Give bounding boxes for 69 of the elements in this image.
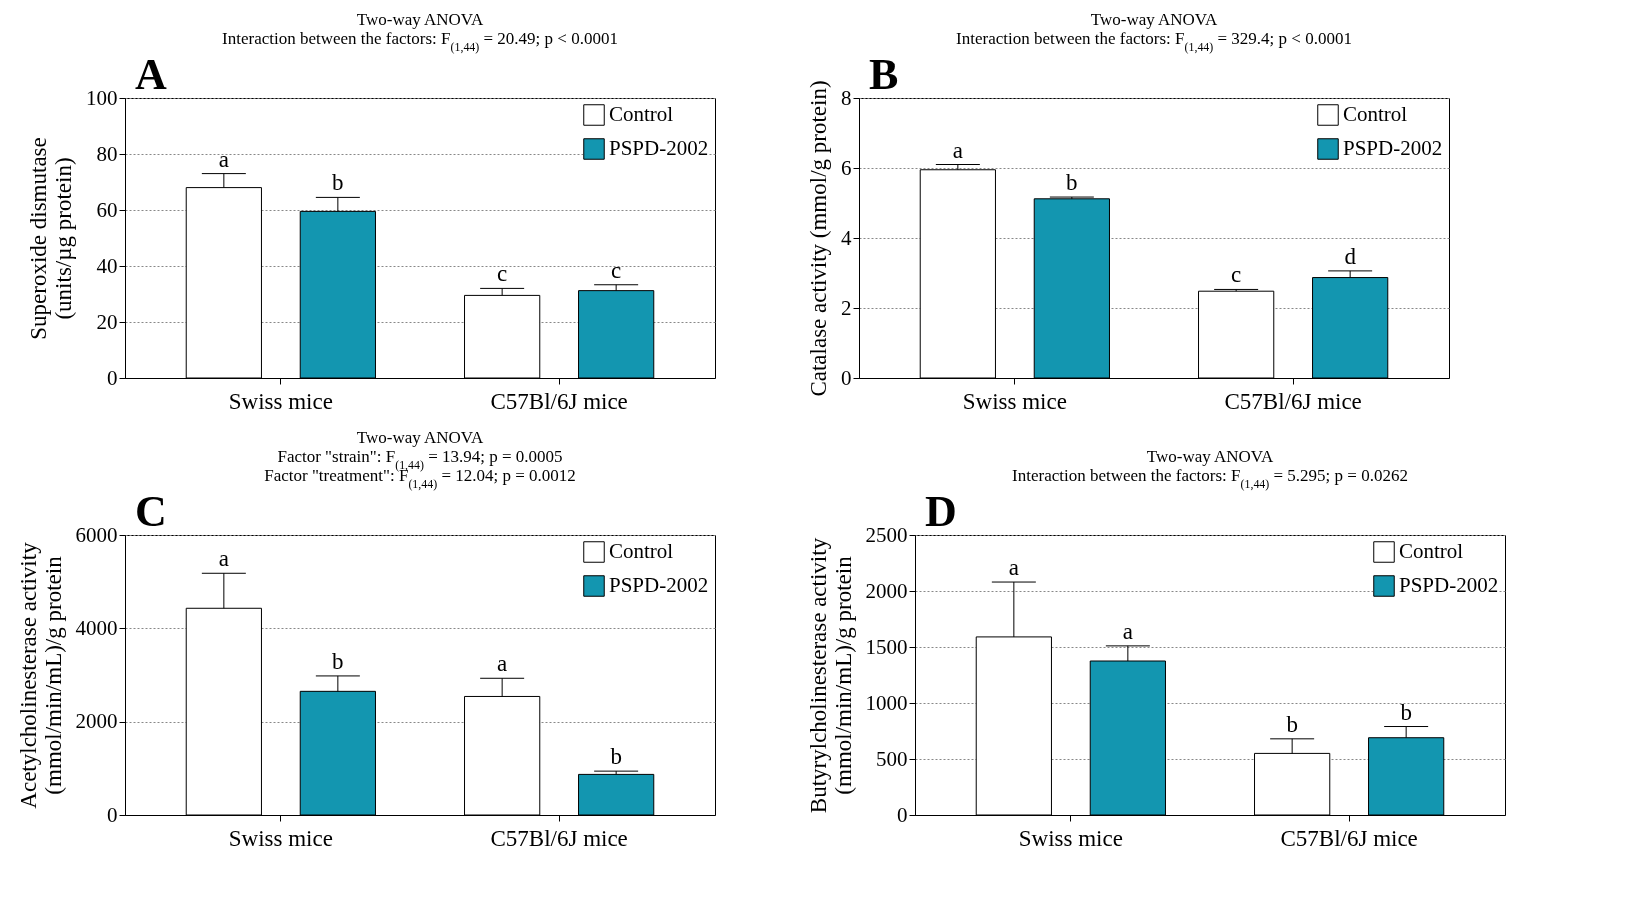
y-tick-label: 40: [96, 253, 118, 278]
legend-label: PSPD-2002: [609, 573, 709, 597]
y-axis-title: Catalase activity (mmol/g protein): [806, 80, 831, 397]
data-label: a: [218, 546, 229, 572]
y-tick-label: 2500: [865, 522, 908, 547]
x-tick-label: C57Bl/6J mice: [1224, 388, 1362, 414]
data-label: b: [1400, 699, 1412, 725]
chart-subtitle: Interaction between the factors: F$_{(1,44)}$ = 20.49; p < 0.0001: [222, 29, 618, 54]
data-label: a: [1122, 618, 1133, 644]
data-label: a: [1008, 555, 1019, 581]
y-tick-label: 60: [96, 197, 118, 222]
legend-label: Control: [609, 539, 674, 563]
y-tick-label: 4000: [75, 615, 118, 640]
data-label: c: [611, 257, 622, 283]
x-tick-label: C57Bl/6J mice: [1280, 825, 1418, 851]
annotation: B: [869, 50, 899, 99]
legend-label: Control: [609, 102, 674, 126]
chart-subtitle: Interaction between the factors: F$_{(1,44)}$ = 329.4; p < 0.0001: [956, 29, 1352, 54]
y-tick-label: 1000: [865, 690, 908, 715]
y-tick-label: 1500: [865, 634, 908, 659]
data-label: c: [1231, 262, 1242, 288]
legend-label: PSPD-2002: [1399, 573, 1499, 597]
y-tick-label: 2000: [865, 578, 908, 603]
y-tick-label: 4: [841, 225, 852, 250]
y-tick-label: 0: [107, 802, 118, 827]
x-tick-label: C57Bl/6J mice: [490, 825, 628, 851]
chart-subtitle: Factor "strain": F$_{(1,44)}$ = 13.94; p = 0.0005 Factor "treatment": F$_{(1,44)}$ = 12.04; p = 0.0012: [264, 447, 576, 491]
data-label: b: [1066, 170, 1078, 196]
y-tick-label: 2000: [75, 709, 118, 734]
annotation: C: [135, 487, 167, 536]
chart-title: Two-way ANOVA: [1146, 447, 1274, 466]
legend-label: Control: [1399, 539, 1464, 563]
data-label: b: [1286, 711, 1298, 737]
data-label: b: [332, 170, 344, 196]
data-label: a: [218, 146, 229, 172]
legend-label: PSPD-2002: [1343, 136, 1443, 160]
y-tick-label: 20: [96, 309, 118, 334]
y-tick-label: 6000: [75, 522, 118, 547]
y-tick-label: 2: [841, 295, 852, 320]
y-axis-title: Superoxide dismutase (units/µg protein): [26, 137, 76, 340]
annotation: D: [925, 487, 957, 536]
y-tick-label: 80: [96, 141, 118, 166]
y-axis-title: Butyrylcholinesterase activity (mmol/min/mL)/g protein: [805, 537, 856, 814]
x-tick-label: Swiss mice: [962, 388, 1067, 414]
data-label: a: [952, 137, 963, 163]
chart-title: Two-way ANOVA: [1090, 10, 1218, 29]
data-label: b: [332, 648, 344, 674]
y-tick-label: 0: [841, 365, 852, 390]
data-label: b: [610, 744, 622, 770]
chart-title: Two-way ANOVA: [356, 428, 484, 447]
chart-title: Two-way ANOVA: [356, 10, 484, 29]
y-tick-label: 500: [876, 746, 908, 771]
data-label: c: [497, 261, 508, 287]
data-label: d: [1344, 243, 1357, 269]
y-axis-title: Acetylcholinesterase activity (mmol/min/mL)/g protein: [15, 541, 66, 809]
y-tick-label: 0: [897, 802, 908, 827]
x-tick-label: Swiss mice: [228, 388, 333, 414]
y-tick-label: 8: [841, 85, 852, 110]
data-label: a: [497, 651, 508, 677]
annotation: A: [135, 50, 167, 99]
y-tick-label: 6: [841, 155, 852, 180]
chart-subtitle: Interaction between the factors: F$_{(1,44)}$ = 5.295; p = 0.0262: [1012, 466, 1408, 491]
legend-label: PSPD-2002: [609, 136, 709, 160]
x-tick-label: Swiss mice: [228, 825, 333, 851]
y-tick-label: 100: [86, 85, 118, 110]
x-tick-label: C57Bl/6J mice: [490, 388, 628, 414]
legend-label: Control: [1343, 102, 1408, 126]
y-tick-label: 0: [107, 365, 118, 390]
x-tick-label: Swiss mice: [1018, 825, 1123, 851]
